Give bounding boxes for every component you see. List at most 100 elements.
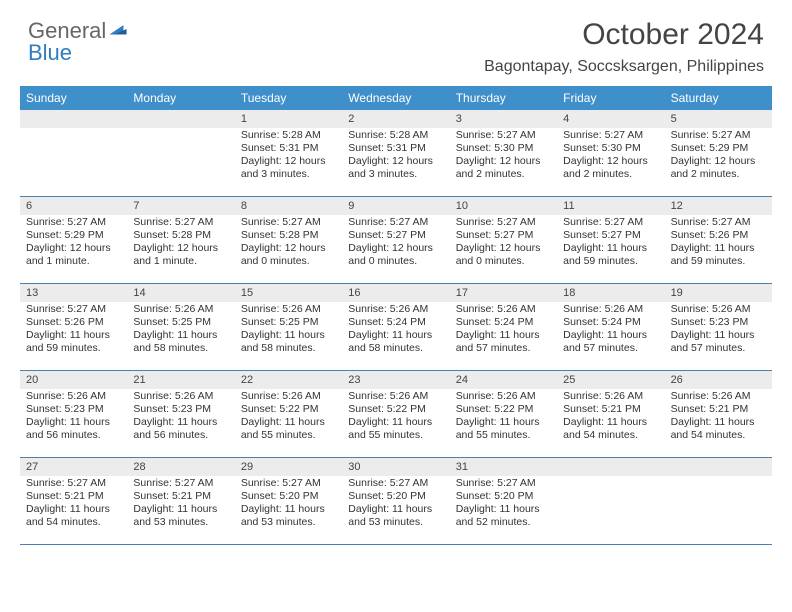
day-body: Sunrise: 5:26 AMSunset: 5:21 PMDaylight:…: [557, 389, 664, 447]
sunset-text: Sunset: 5:20 PM: [241, 490, 336, 503]
daylight-text: Daylight: 11 hours and 58 minutes.: [348, 329, 443, 355]
day-cell: 14Sunrise: 5:26 AMSunset: 5:25 PMDayligh…: [127, 284, 234, 370]
day-body: Sunrise: 5:27 AMSunset: 5:20 PMDaylight:…: [450, 476, 557, 534]
sunrise-text: Sunrise: 5:27 AM: [348, 216, 443, 229]
sunrise-text: Sunrise: 5:27 AM: [348, 477, 443, 490]
day-cell: 2Sunrise: 5:28 AMSunset: 5:31 PMDaylight…: [342, 110, 449, 196]
day-cell: [127, 110, 234, 196]
sunrise-text: Sunrise: 5:26 AM: [241, 303, 336, 316]
day-cell: 13Sunrise: 5:27 AMSunset: 5:26 PMDayligh…: [20, 284, 127, 370]
week-row: 13Sunrise: 5:27 AMSunset: 5:26 PMDayligh…: [20, 284, 772, 371]
day-number: [127, 110, 234, 128]
sunrise-text: Sunrise: 5:27 AM: [241, 216, 336, 229]
day-number: 21: [127, 371, 234, 389]
daylight-text: Daylight: 11 hours and 57 minutes.: [563, 329, 658, 355]
sunrise-text: Sunrise: 5:27 AM: [456, 216, 551, 229]
day-cell: 16Sunrise: 5:26 AMSunset: 5:24 PMDayligh…: [342, 284, 449, 370]
week-row: 6Sunrise: 5:27 AMSunset: 5:29 PMDaylight…: [20, 197, 772, 284]
day-body: Sunrise: 5:27 AMSunset: 5:28 PMDaylight:…: [235, 215, 342, 273]
day-cell: 19Sunrise: 5:26 AMSunset: 5:23 PMDayligh…: [665, 284, 772, 370]
sunrise-text: Sunrise: 5:26 AM: [348, 390, 443, 403]
day-body: Sunrise: 5:27 AMSunset: 5:21 PMDaylight:…: [20, 476, 127, 534]
day-cell: 17Sunrise: 5:26 AMSunset: 5:24 PMDayligh…: [450, 284, 557, 370]
header: GeneralBlue October 2024 Bagontapay, Soc…: [0, 0, 792, 76]
day-number: 27: [20, 458, 127, 476]
weekday-header: Friday: [557, 86, 664, 110]
sunrise-text: Sunrise: 5:27 AM: [563, 216, 658, 229]
day-cell: 21Sunrise: 5:26 AMSunset: 5:23 PMDayligh…: [127, 371, 234, 457]
daylight-text: Daylight: 12 hours and 1 minute.: [133, 242, 228, 268]
sunrise-text: Sunrise: 5:27 AM: [671, 216, 766, 229]
daylight-text: Daylight: 11 hours and 55 minutes.: [241, 416, 336, 442]
sunrise-text: Sunrise: 5:27 AM: [133, 216, 228, 229]
day-cell: 25Sunrise: 5:26 AMSunset: 5:21 PMDayligh…: [557, 371, 664, 457]
sunset-text: Sunset: 5:25 PM: [133, 316, 228, 329]
day-body: [665, 476, 772, 481]
day-body: [127, 128, 234, 133]
sunset-text: Sunset: 5:21 PM: [133, 490, 228, 503]
sunrise-text: Sunrise: 5:26 AM: [671, 303, 766, 316]
sunset-text: Sunset: 5:21 PM: [26, 490, 121, 503]
day-body: Sunrise: 5:27 AMSunset: 5:30 PMDaylight:…: [557, 128, 664, 186]
daylight-text: Daylight: 11 hours and 53 minutes.: [133, 503, 228, 529]
day-number: 9: [342, 197, 449, 215]
day-cell: 28Sunrise: 5:27 AMSunset: 5:21 PMDayligh…: [127, 458, 234, 544]
day-number: 29: [235, 458, 342, 476]
sunset-text: Sunset: 5:20 PM: [348, 490, 443, 503]
day-number: 4: [557, 110, 664, 128]
weekday-header-row: SundayMondayTuesdayWednesdayThursdayFrid…: [20, 86, 772, 110]
day-cell: 12Sunrise: 5:27 AMSunset: 5:26 PMDayligh…: [665, 197, 772, 283]
day-number: 13: [20, 284, 127, 302]
sunrise-text: Sunrise: 5:27 AM: [26, 216, 121, 229]
day-number: 30: [342, 458, 449, 476]
day-body: Sunrise: 5:26 AMSunset: 5:23 PMDaylight:…: [665, 302, 772, 360]
daylight-text: Daylight: 11 hours and 54 minutes.: [563, 416, 658, 442]
sunrise-text: Sunrise: 5:27 AM: [563, 129, 658, 142]
sunrise-text: Sunrise: 5:26 AM: [241, 390, 336, 403]
week-row: 27Sunrise: 5:27 AMSunset: 5:21 PMDayligh…: [20, 458, 772, 545]
day-body: Sunrise: 5:27 AMSunset: 5:27 PMDaylight:…: [342, 215, 449, 273]
daylight-text: Daylight: 11 hours and 54 minutes.: [26, 503, 121, 529]
sunrise-text: Sunrise: 5:26 AM: [133, 390, 228, 403]
weeks-container: 1Sunrise: 5:28 AMSunset: 5:31 PMDaylight…: [20, 110, 772, 545]
day-number: 31: [450, 458, 557, 476]
day-body: Sunrise: 5:26 AMSunset: 5:25 PMDaylight:…: [127, 302, 234, 360]
sunset-text: Sunset: 5:29 PM: [671, 142, 766, 155]
daylight-text: Daylight: 12 hours and 0 minutes.: [456, 242, 551, 268]
sunset-text: Sunset: 5:21 PM: [563, 403, 658, 416]
day-number: 7: [127, 197, 234, 215]
sunrise-text: Sunrise: 5:28 AM: [241, 129, 336, 142]
day-cell: 26Sunrise: 5:26 AMSunset: 5:21 PMDayligh…: [665, 371, 772, 457]
day-body: Sunrise: 5:26 AMSunset: 5:23 PMDaylight:…: [20, 389, 127, 447]
sunset-text: Sunset: 5:22 PM: [348, 403, 443, 416]
day-number: [20, 110, 127, 128]
day-body: Sunrise: 5:27 AMSunset: 5:20 PMDaylight:…: [342, 476, 449, 534]
daylight-text: Daylight: 12 hours and 3 minutes.: [348, 155, 443, 181]
day-number: 10: [450, 197, 557, 215]
sunrise-text: Sunrise: 5:27 AM: [456, 129, 551, 142]
day-cell: 7Sunrise: 5:27 AMSunset: 5:28 PMDaylight…: [127, 197, 234, 283]
day-cell: 31Sunrise: 5:27 AMSunset: 5:20 PMDayligh…: [450, 458, 557, 544]
daylight-text: Daylight: 12 hours and 1 minute.: [26, 242, 121, 268]
sunrise-text: Sunrise: 5:26 AM: [563, 303, 658, 316]
day-cell: 4Sunrise: 5:27 AMSunset: 5:30 PMDaylight…: [557, 110, 664, 196]
daylight-text: Daylight: 12 hours and 0 minutes.: [241, 242, 336, 268]
daylight-text: Daylight: 12 hours and 2 minutes.: [563, 155, 658, 181]
daylight-text: Daylight: 12 hours and 3 minutes.: [241, 155, 336, 181]
daylight-text: Daylight: 11 hours and 59 minutes.: [26, 329, 121, 355]
sunrise-text: Sunrise: 5:27 AM: [26, 477, 121, 490]
day-number: 1: [235, 110, 342, 128]
sunrise-text: Sunrise: 5:26 AM: [348, 303, 443, 316]
day-number: 14: [127, 284, 234, 302]
day-body: Sunrise: 5:26 AMSunset: 5:22 PMDaylight:…: [342, 389, 449, 447]
logo-text-general: General: [28, 20, 106, 42]
day-number: 15: [235, 284, 342, 302]
day-cell: 15Sunrise: 5:26 AMSunset: 5:25 PMDayligh…: [235, 284, 342, 370]
day-body: Sunrise: 5:28 AMSunset: 5:31 PMDaylight:…: [342, 128, 449, 186]
sunset-text: Sunset: 5:26 PM: [26, 316, 121, 329]
sunset-text: Sunset: 5:23 PM: [133, 403, 228, 416]
day-number: [557, 458, 664, 476]
daylight-text: Daylight: 11 hours and 56 minutes.: [133, 416, 228, 442]
day-number: 22: [235, 371, 342, 389]
day-body: Sunrise: 5:27 AMSunset: 5:20 PMDaylight:…: [235, 476, 342, 534]
